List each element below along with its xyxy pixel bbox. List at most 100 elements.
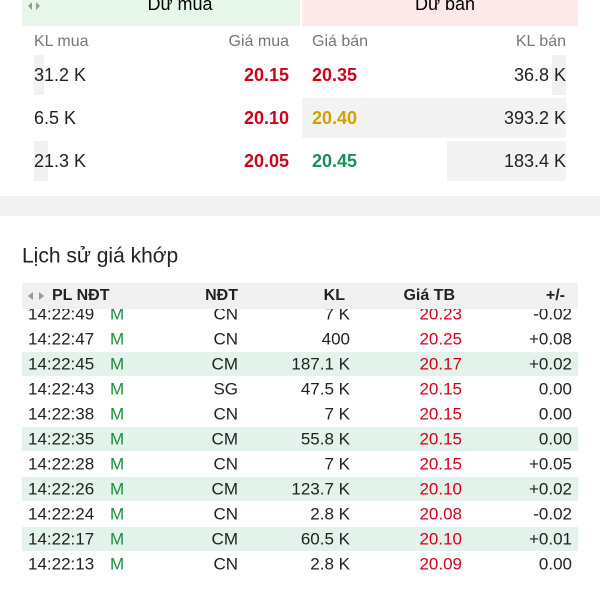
column-header: KL (323, 287, 345, 304)
cell: 47.5 K (300, 379, 350, 399)
price: 20.10 (243, 108, 289, 128)
cell: 20.08 (419, 504, 462, 524)
cell: 7 K (324, 404, 350, 424)
cell: 0.00 (538, 554, 572, 574)
cell: CM (211, 479, 238, 499)
cell: 14:22:24 (28, 504, 95, 524)
cell: 20.15 (419, 429, 462, 449)
cell: M (110, 329, 125, 349)
column-header: KL mua (34, 33, 89, 50)
column-header: Giá bán (312, 33, 369, 50)
cell: CN (213, 404, 238, 424)
cell: 0.00 (538, 429, 572, 449)
cell: 14:22:47 (28, 329, 95, 349)
cell: +0.08 (528, 329, 572, 349)
cell: 20.10 (419, 529, 462, 549)
column-header: Giá mua (228, 33, 289, 50)
cell: 14:22:28 (28, 454, 95, 474)
cell: 20.17 (419, 354, 462, 374)
volume: 183.4 K (503, 151, 566, 171)
cell: 20.15 (419, 454, 462, 474)
cell: +0.02 (528, 479, 572, 499)
cell: 20.15 (419, 404, 462, 424)
volume-bar (302, 98, 566, 138)
cell: 187.1 K (291, 354, 350, 374)
cell: CM (211, 429, 238, 449)
cell: 60.5 K (300, 529, 350, 549)
cell: CN (213, 329, 238, 349)
cell: -0.02 (533, 504, 572, 524)
buy-header: Dư mua (147, 0, 213, 14)
volume: 21.3 K (34, 151, 87, 171)
cell: 20.15 (419, 379, 462, 399)
cell: 20.10 (419, 479, 462, 499)
price: 20.45 (312, 151, 358, 171)
cell: SG (213, 379, 238, 399)
column-header: NĐT (205, 287, 238, 304)
cell: 55.8 K (300, 429, 350, 449)
row-highlight (22, 427, 578, 451)
cell: 2.8 K (310, 554, 350, 574)
scroll-icon (28, 2, 40, 10)
column-header: +/- (545, 287, 565, 304)
cell: 7 K (324, 454, 350, 474)
trade-list: 14:22:49 M CN 7 K 20.23 -0.02 14:22:47 M CN 400 20… (0, 308, 600, 600)
cell: +0.01 (528, 529, 572, 549)
cell: 14:22:49 (28, 308, 95, 324)
sell-header-bg (302, 0, 578, 26)
cell: M (110, 379, 125, 399)
volume-bar (552, 55, 566, 95)
section-title: Lịch sử giá khớp (22, 244, 179, 268)
cell: M (110, 529, 125, 549)
price: 20.35 (312, 65, 358, 85)
row-highlight (22, 477, 578, 501)
cell: CN (213, 554, 238, 574)
price: 20.40 (312, 108, 358, 128)
cell: M (110, 354, 125, 374)
scroll-icon (28, 292, 44, 300)
price: 20.15 (243, 65, 289, 85)
cell: -0.02 (533, 308, 572, 324)
volume: 393.2 K (503, 108, 566, 128)
cell: 14:22:38 (28, 404, 95, 424)
column-header: PL NĐT (52, 287, 110, 304)
sell-header: Dư bán (414, 0, 476, 14)
volume: 31.2 K (34, 65, 87, 85)
cell: 14:22:35 (28, 429, 95, 449)
cell: 0.00 (538, 379, 572, 399)
column-header: Giá TB (403, 287, 455, 304)
cell: M (110, 454, 125, 474)
volume-bar (447, 141, 566, 181)
separator (0, 196, 600, 216)
cell: 20.25 (419, 329, 462, 349)
cell: 7 K (324, 308, 350, 324)
cell: 14:22:17 (28, 529, 95, 549)
cell: 14:22:43 (28, 379, 95, 399)
cell: 123.7 K (291, 479, 350, 499)
row-highlight (22, 527, 578, 551)
cell: M (110, 429, 125, 449)
cell: 14:22:26 (28, 479, 95, 499)
cell: M (110, 479, 125, 499)
cell: 20.23 (419, 308, 462, 324)
volume-bar (34, 141, 48, 181)
price: 20.05 (243, 151, 289, 171)
row-highlight (22, 352, 578, 376)
cell: CN (213, 454, 238, 474)
cell: M (110, 404, 125, 424)
column-header: KL bán (515, 33, 566, 50)
cell: +0.02 (528, 354, 572, 374)
cell: CM (211, 354, 238, 374)
buy-header-bg (22, 0, 300, 26)
cell: M (110, 308, 125, 324)
cell: CM (211, 529, 238, 549)
cell: 14:22:13 (28, 554, 95, 574)
cell: M (110, 504, 125, 524)
volume: 36.8 K (513, 65, 566, 85)
cell: 14:22:45 (28, 354, 95, 374)
cell: 400 (321, 329, 350, 349)
cell: M (110, 554, 125, 574)
volume-bar (34, 55, 44, 95)
cell: CN (213, 308, 238, 324)
